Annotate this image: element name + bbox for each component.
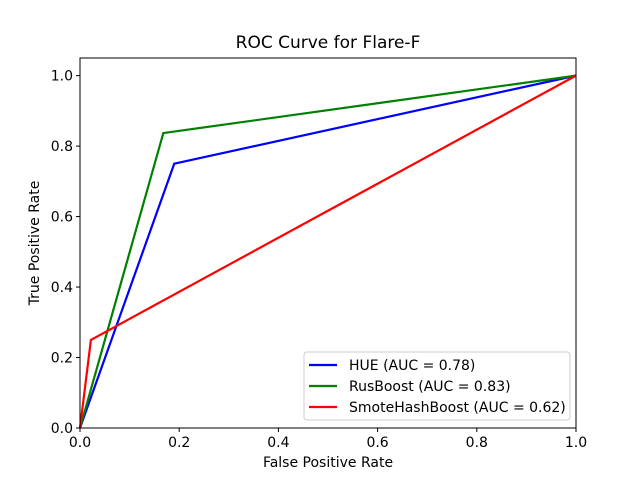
series-line-2 xyxy=(78,74,577,429)
x-tick-label: 0.2 xyxy=(168,435,190,451)
y-tick-label: 0.6 xyxy=(51,210,73,226)
chart-title: ROC Curve for Flare-F xyxy=(236,33,421,53)
legend-label: HUE (AUC = 0.78) xyxy=(349,358,475,374)
y-tick-label: 0.0 xyxy=(51,421,73,437)
plot-frame xyxy=(79,57,577,429)
y-axis-ticks: 0.0 0.2 0.4 0.6 0.8 1.0 xyxy=(51,69,80,437)
plot-lines xyxy=(78,74,577,429)
legend-box xyxy=(303,351,571,421)
x-tick-label: 0.8 xyxy=(466,435,488,451)
y-tick-label: 0.2 xyxy=(51,351,73,367)
legend: HUE (AUC = 0.78) RusBoost (AUC = 0.83) Smo… xyxy=(303,351,571,421)
x-axis-label: False Positive Rate xyxy=(263,455,393,471)
x-tick-label: 0.0 xyxy=(69,435,91,451)
x-tick-label: 1.0 xyxy=(565,435,587,451)
series-line-0 xyxy=(78,74,577,429)
legend-label: RusBoost (AUC = 0.83) xyxy=(349,379,511,395)
y-tick-label: 0.8 xyxy=(51,139,73,155)
x-tick-label: 0.4 xyxy=(267,435,289,451)
x-axis-ticks: 0.0 0.2 0.4 0.6 0.8 1.0 xyxy=(69,428,587,451)
legend-label: SmoteHashBoost (AUC = 0.62) xyxy=(349,400,566,416)
x-tick-label: 0.6 xyxy=(366,435,388,451)
y-tick-label: 1.0 xyxy=(51,69,73,85)
y-axis-label: True Positive Rate xyxy=(27,181,43,307)
y-tick-label: 0.4 xyxy=(51,280,73,296)
